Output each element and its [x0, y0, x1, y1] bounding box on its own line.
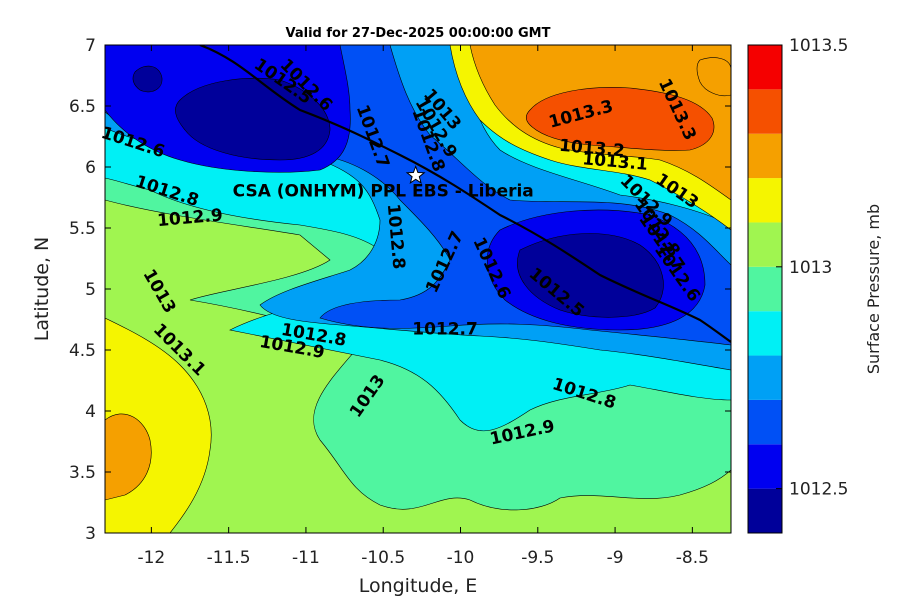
colorbar-segment: [748, 133, 782, 179]
y-tick-label: 4: [85, 402, 96, 422]
colorbar-segment: [748, 355, 782, 400]
coastline: [199, 45, 731, 343]
x-tick-label: -10: [447, 548, 475, 568]
chart-title: Valid for 27-Dec-2025 00:00:00 GMT: [286, 26, 551, 41]
y-tick-label: 5.5: [69, 219, 96, 239]
y-tick-label: 6: [85, 158, 96, 178]
colorbar-segment: [748, 311, 782, 356]
y-tick-label: 6.5: [69, 97, 96, 117]
colorbar-tick-label: 1013: [789, 258, 832, 278]
x-tick-label: -11.5: [207, 548, 251, 568]
y-tick-label: 3: [85, 524, 96, 544]
x-tick-label: -12: [137, 548, 165, 568]
colorbar-segment: [748, 178, 782, 223]
colorbar-segment: [748, 444, 782, 489]
contour-band-1012.4: [175, 77, 331, 161]
colorbar: 1012.5 1013 1013.5: [747, 36, 848, 534]
x-axis-ticks: -12 -11.5 -11 -10.5 -10 -9.5 -9 -8.5: [137, 45, 709, 568]
colorbar-segment: [748, 222, 782, 267]
x-tick-label: -8.5: [676, 548, 709, 568]
colorbar-frame: [747, 44, 783, 534]
y-tick-label: 7: [85, 36, 96, 56]
site-label: CSA (ONHYM) PPL EBS - Liberia: [233, 182, 534, 202]
colorbar-segment: [748, 399, 782, 445]
colorbar-tick-label: 1012.5: [789, 480, 848, 500]
colorbar-segment: [748, 488, 782, 533]
colorbar-segment: [748, 89, 782, 134]
y-axis-label: Latitude, N: [31, 237, 53, 342]
colorbar-segment: [748, 266, 782, 312]
x-tick-label: -9: [607, 548, 624, 568]
contour-band-1013.2: [696, 57, 731, 97]
x-axis-label: Longitude, E: [359, 575, 478, 597]
site-marker: CSA (ONHYM) PPL EBS - Liberia: [233, 165, 534, 202]
y-tick-label: 4.5: [69, 341, 96, 361]
x-tick-label: -10.5: [361, 548, 405, 568]
y-tick-label: 5: [85, 280, 96, 300]
colorbar-label: Surface Pressure, mb: [864, 204, 883, 374]
contour-band-1012.4: [132, 65, 163, 93]
star-icon: [405, 165, 426, 184]
contour-plot-area: [105, 45, 731, 533]
contour-band-1013.3: [525, 87, 715, 151]
contour-band-1013.2: [105, 413, 152, 501]
colorbar-segment: [748, 45, 782, 90]
colorbar-tick-label: 1013.5: [789, 36, 848, 56]
y-axis-ticks: 3 3.5 4 4.5 5 5.5 6 6.5 7: [69, 36, 731, 544]
x-tick-label: -11: [292, 548, 320, 568]
y-tick-label: 3.5: [69, 463, 96, 483]
contour-label: 1012.7: [412, 319, 478, 339]
x-tick-label: -9.5: [521, 548, 554, 568]
contour-band-1012.4: [517, 233, 664, 318]
